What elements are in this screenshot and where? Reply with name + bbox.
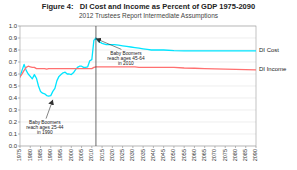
x-tick-label: 2020 [109,149,115,161]
subtitle: 2012 Trustees Report Intermediate Assump… [79,12,219,20]
grid-line [20,62,256,63]
series-label: DI Income [259,66,287,72]
x-tick-label: 2065 [201,149,207,161]
x-tick-label: 1990 [47,149,53,161]
x-tick [235,146,236,148]
x-tick-label: 2010 [88,149,94,161]
y-tick-label: 0.2 [9,119,18,125]
plot-frame [20,26,256,146]
y-tick-label: 0.6 [9,71,18,77]
x-tick [20,146,21,148]
x-tick-label: 2050 [170,149,176,161]
y-tick-label: 0.4 [9,95,18,101]
x-tick [204,146,205,148]
reference-line [95,26,96,146]
x-tick [194,146,195,148]
x-tick-label: 2005 [78,149,84,161]
series-line [20,38,256,96]
x-tick [112,146,113,148]
x-tick [153,146,154,148]
y-tick-label: 0.8 [9,47,18,53]
y-tick-label: 1.0 [9,23,18,29]
x-tick-label: 1985 [37,149,43,161]
x-tick [184,146,185,148]
x-tick [173,146,174,148]
annotation: Baby Boomersreach ages 45-64in 2010 [107,51,145,66]
annotation: Baby Boomersreach ages 25-44in 1990 [26,120,64,135]
x-tick [81,146,82,148]
x-tick-label: 2090 [252,149,258,161]
grid-line [20,38,256,39]
x-tick [122,146,123,148]
grid-line [20,74,256,75]
x-tick-label: 2070 [211,149,217,161]
x-tick [91,146,92,148]
x-tick [163,146,164,148]
x-tick-label: 2060 [191,149,197,161]
y-tick-label: 0.9 [9,35,18,41]
x-tick-label: 1995 [57,149,63,161]
chart: Figure 4: DI Cost and Income as Percent … [0,0,297,170]
series-line [20,66,256,77]
data-group [20,26,256,146]
x-tick-label: 2040 [150,149,156,161]
annotation-arrow [46,100,53,119]
x-tick [143,146,144,148]
x-tick [245,146,246,148]
y-tick-label: 0.7 [9,59,18,65]
annotation-arrow [96,39,122,50]
y-tick-label: 0.0 [9,143,18,149]
x-tick [61,146,62,148]
x-tick-label: 2030 [129,149,135,161]
x-tick-label: 1980 [27,149,33,161]
title: Figure 4: DI Cost and Income as Percent … [42,2,255,11]
x-tick-label: 2085 [242,149,248,161]
x-tick [214,146,215,148]
x-tick-label: 2035 [140,149,146,161]
x-tick [30,146,31,148]
x-tick [102,146,103,148]
grid-line [20,110,256,111]
x-tick-label: 1975 [16,149,22,161]
x-tick [50,146,51,148]
x-tick [132,146,133,148]
y-tick-label: 0.5 [9,83,18,89]
x-tick-label: 2000 [68,149,74,161]
y-tick-label: 0.3 [9,107,18,113]
grid-line [20,98,256,99]
series-label: DI Cost [259,47,279,53]
x-tick [225,146,226,148]
x-tick-label: 2080 [232,149,238,161]
x-tick-label: 2045 [160,149,166,161]
x-tick-label: 2015 [99,149,105,161]
annotation-line: in 2010 [118,61,134,66]
x-tick-label: 2025 [119,149,125,161]
x-tick-label: 2075 [222,149,228,161]
y-tick-label: 0.1 [9,131,18,137]
x-tick [40,146,41,148]
grid-line [20,134,256,135]
plot-area [20,26,256,146]
annotation-line: in 1990 [37,130,53,135]
x-tick-label: 2055 [181,149,187,161]
x-tick [256,146,257,148]
x-tick [71,146,72,148]
